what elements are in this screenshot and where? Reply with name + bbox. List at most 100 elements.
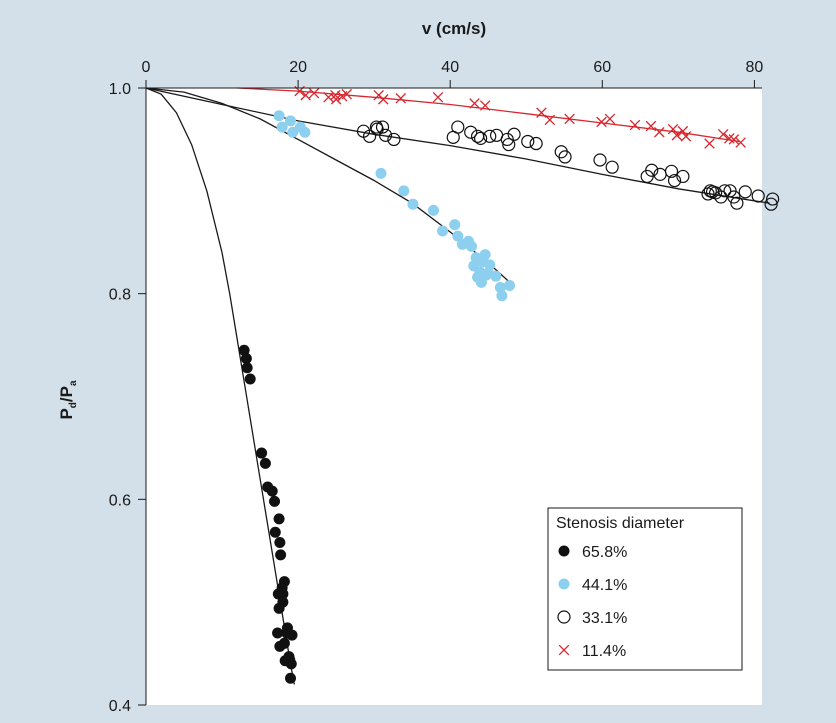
data-point — [521, 134, 535, 149]
data-point — [395, 93, 407, 104]
legend-marker — [557, 610, 571, 624]
data-point — [274, 537, 286, 549]
data-point — [727, 190, 741, 204]
data-point — [529, 136, 543, 151]
legend-box — [547, 507, 743, 671]
data-point — [536, 107, 547, 118]
data-point — [341, 88, 353, 100]
data-point — [272, 627, 284, 639]
legend-marker — [558, 578, 570, 590]
x-tick-label: 60 — [593, 59, 611, 76]
data-point — [432, 91, 444, 103]
legend-label: 65.8% — [582, 544, 627, 561]
data-point — [273, 602, 285, 614]
data-point — [375, 167, 387, 179]
series-3 — [294, 85, 746, 149]
data-point — [378, 94, 389, 105]
data-point — [469, 98, 480, 109]
y-tick-label: 0.6 — [109, 492, 131, 509]
data-point — [484, 259, 496, 271]
data-point — [276, 121, 288, 133]
legend-label: 11.4% — [582, 643, 626, 660]
data-points — [238, 85, 780, 684]
data-point — [718, 184, 732, 198]
legend: Stenosis diameter 65.8% 44.1% 33.1% 11.4% — [547, 507, 743, 671]
data-point — [479, 249, 491, 261]
data-point — [266, 485, 278, 497]
data-point — [375, 120, 390, 134]
data-point — [275, 549, 287, 561]
data-point — [654, 126, 665, 138]
data-point — [680, 131, 692, 142]
data-point — [452, 230, 464, 242]
data-point — [490, 270, 502, 282]
series-1 — [273, 110, 516, 302]
data-point — [427, 204, 439, 216]
data-point — [362, 129, 377, 143]
data-point — [671, 130, 683, 141]
data-point — [593, 153, 607, 167]
data-point — [667, 173, 682, 188]
legend-marker — [558, 644, 570, 656]
y-tick-label: 0.4 — [109, 698, 131, 715]
x-tick-label: 20 — [289, 59, 307, 76]
data-point — [269, 495, 281, 507]
y-axis-title-mid: /P — [57, 386, 76, 402]
legend-label: 33.1% — [582, 610, 627, 627]
data-point — [629, 119, 641, 131]
data-point — [241, 362, 253, 374]
series-0 — [238, 344, 298, 684]
data-point — [284, 115, 296, 127]
data-point — [449, 219, 461, 231]
data-point — [474, 131, 488, 145]
data-point — [728, 134, 740, 145]
data-point — [500, 132, 514, 147]
data-point — [369, 120, 384, 134]
data-point — [273, 110, 285, 122]
legend-title: Stenosis diameter — [556, 515, 685, 532]
data-point — [277, 588, 289, 600]
data-point — [308, 87, 320, 99]
data-point — [494, 281, 506, 293]
data-point — [323, 91, 334, 103]
fit-line-2 — [145, 87, 770, 204]
data-point — [483, 129, 497, 143]
data-point — [273, 513, 285, 525]
data-point — [766, 192, 780, 206]
data-point — [703, 184, 717, 198]
data-point — [664, 164, 679, 178]
data-point — [269, 526, 281, 538]
data-point — [677, 125, 689, 137]
data-point — [479, 100, 491, 111]
data-point — [717, 129, 729, 140]
data-point — [259, 457, 271, 469]
data-point — [764, 197, 778, 211]
data-point — [676, 169, 690, 184]
data-point — [564, 113, 575, 125]
data-point — [451, 120, 465, 134]
y-axis-title-sub1: d — [68, 402, 79, 408]
data-point — [284, 672, 296, 684]
data-point — [738, 185, 752, 199]
data-point — [507, 127, 521, 141]
y-axis-title-main: P — [57, 408, 76, 419]
data-point — [605, 160, 619, 174]
data-point — [604, 113, 616, 125]
data-point — [285, 658, 297, 670]
data-point — [504, 279, 516, 291]
legend-label: 44.1% — [582, 577, 627, 594]
data-point — [378, 128, 393, 142]
y-tick-label: 0.8 — [109, 287, 131, 304]
data-point — [387, 132, 401, 147]
data-point — [475, 276, 487, 288]
data-point — [735, 137, 746, 148]
data-point — [558, 150, 572, 164]
data-point — [300, 89, 311, 101]
data-point — [751, 189, 765, 203]
data-point — [464, 125, 478, 139]
data-point — [496, 290, 508, 302]
data-point — [299, 126, 311, 138]
x-tick-label: 0 — [142, 59, 151, 76]
data-point — [330, 94, 342, 105]
